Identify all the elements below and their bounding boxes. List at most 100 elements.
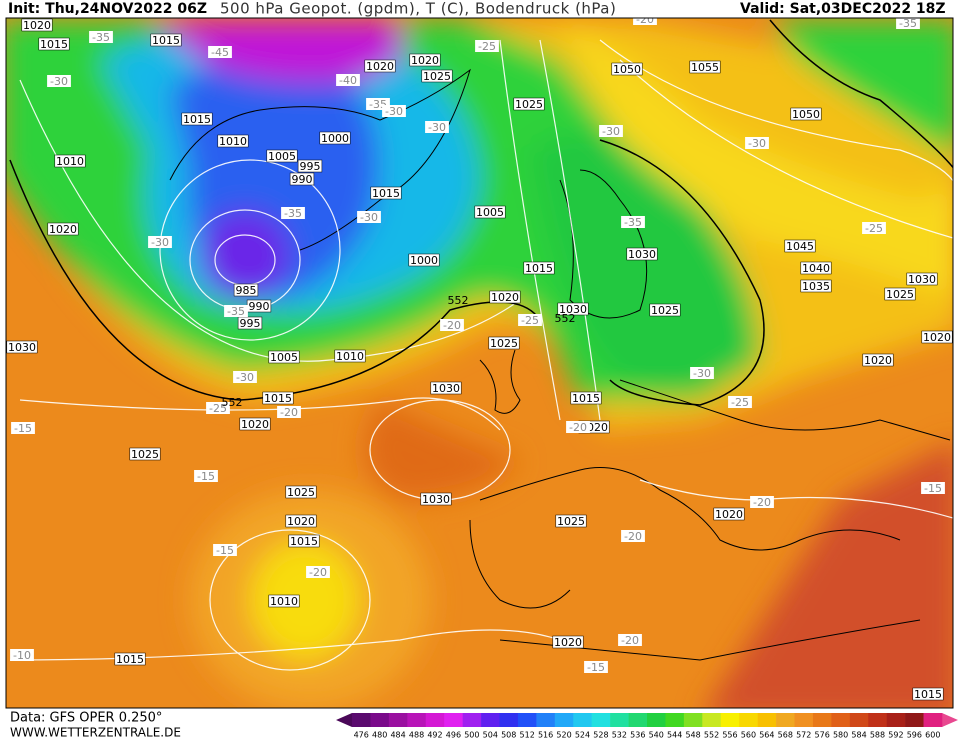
temperature-label: -30: [360, 211, 378, 224]
legend-tick-label: 500: [464, 731, 479, 740]
temperature-label: -35: [284, 207, 302, 220]
pressure-label-box: [288, 534, 320, 548]
temperature-label-box: [921, 482, 945, 494]
pressure-label: 990: [292, 173, 313, 186]
pressure-label: 1020: [366, 60, 394, 73]
pressure-label-box: [408, 253, 440, 267]
temperature-label: -30: [693, 367, 711, 380]
temperature-label-box: [425, 121, 449, 133]
legend-tick-label: 600: [925, 731, 940, 740]
isobars: [9, 39, 953, 671]
pressure-label: 1015: [525, 262, 553, 275]
pressure-label-box: [912, 687, 944, 701]
pressure-label-box: [364, 59, 396, 73]
pressure-label-box: [489, 290, 521, 304]
pressure-label: 1020: [554, 636, 582, 649]
temperature-label-box: [862, 222, 886, 234]
pressure-label-box: [800, 261, 832, 275]
temperature-label-box: [621, 216, 645, 228]
legend-swatch: [425, 713, 445, 727]
legend-arrow-high: [942, 713, 958, 727]
legend-swatch: [831, 713, 851, 727]
temperature-label-box: [750, 496, 774, 508]
temperature-label-box: [566, 421, 590, 433]
pressure-label-box: [129, 447, 161, 461]
temperature-label: -30: [602, 125, 620, 138]
geopotential-label: 552: [555, 312, 576, 325]
legend-swatch: [352, 713, 371, 727]
temperature-label: -20: [280, 406, 298, 419]
temperature-label-box: [584, 661, 608, 673]
pressure-label: 1015: [290, 535, 318, 548]
temperature-label-box: [475, 40, 499, 52]
legend-swatch: [591, 713, 611, 727]
geopotential-label: 552: [222, 396, 243, 409]
pressure-label-box: [285, 485, 317, 499]
temperature-label: -35: [624, 216, 642, 229]
pressure-label: 1005: [270, 351, 298, 364]
temperature-label: -30: [748, 137, 766, 150]
pressure-label: 1015: [372, 187, 400, 200]
legend-tick-label: 532: [612, 731, 627, 740]
pressure-label-box: [114, 652, 146, 666]
pressure-label-box: [523, 261, 555, 275]
pressure-label: 985: [236, 284, 257, 297]
pressure-label-box: [6, 340, 38, 354]
pressure-label-box: [266, 149, 298, 163]
pressure-label-box: [239, 417, 271, 431]
legend-swatch: [886, 713, 906, 727]
pressure-label-box: [285, 514, 317, 528]
legend-tick-label: 560: [741, 731, 756, 740]
pressure-label: 990: [249, 300, 270, 313]
pressure-label-box: [555, 514, 587, 528]
legend-swatch: [702, 713, 722, 727]
temperature-label-box: [208, 46, 232, 58]
legend-tick-label: 596: [907, 731, 922, 740]
temperature-label: -15: [924, 482, 942, 495]
temperature-label-box: [224, 305, 248, 317]
legend-tick-label: 496: [446, 731, 461, 740]
pressure-label-box: [38, 37, 70, 51]
pressure-label-box: [237, 316, 263, 330]
legend-swatch: [370, 713, 390, 727]
pressure-label: 1020: [923, 331, 951, 344]
legend-tick-label: 568: [778, 731, 793, 740]
temperature-label: -15: [14, 422, 32, 435]
pressure-label-box: [474, 205, 506, 219]
legend-swatch: [683, 713, 703, 727]
pressure-label: 1025: [557, 515, 585, 528]
pressure-label-box: [513, 97, 545, 111]
legend-swatch: [499, 713, 519, 727]
init-time: Init: Thu,24NOV2022 06Z: [8, 1, 207, 17]
pressure-label: 1045: [786, 240, 814, 253]
legend-tick-label: 556: [722, 731, 737, 740]
pressure-label-box: [800, 279, 832, 293]
pressure-label-box: [649, 303, 681, 317]
temperature-label: -45: [211, 46, 229, 59]
pressure-label: 1000: [321, 132, 349, 145]
pressure-label-box: [862, 353, 894, 367]
pressure-label: 1025: [131, 448, 159, 461]
legend-tick-label: 592: [888, 731, 903, 740]
temperature-label-box: [599, 125, 623, 137]
temperature-label-box: [206, 402, 230, 414]
temperature-label-box: [357, 211, 381, 223]
pressure-label: 1010: [336, 350, 364, 363]
temperature-label-box: [89, 31, 113, 43]
pressure-label-box: [217, 134, 249, 148]
legend-tick-label: 488: [409, 731, 424, 740]
temperature-label: -25: [731, 396, 749, 409]
legend-swatch: [407, 713, 427, 727]
temperature-label-box: [382, 105, 406, 117]
pressure-label-box: [557, 302, 589, 316]
legend-tick-label: 564: [759, 731, 774, 740]
temperature-label: -20: [624, 530, 642, 543]
pressure-label-box: [552, 635, 584, 649]
pressure-label-box: [409, 53, 441, 67]
temperature-label: -40: [339, 74, 357, 87]
pressure-label: 1055: [691, 61, 719, 74]
pressure-label-box: [54, 154, 86, 168]
pressure-label: 1020: [241, 418, 269, 431]
